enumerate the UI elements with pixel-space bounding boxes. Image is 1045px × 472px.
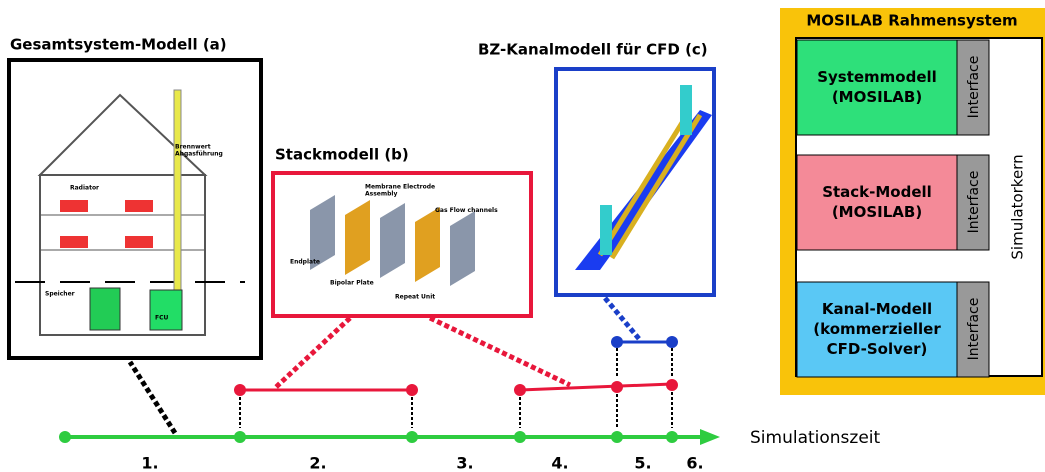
step-label: 5. [634, 454, 651, 472]
page: Gesamtsystem-Modell (a) BrennwertAbgasfü… [0, 0, 1045, 472]
stack-dot [234, 384, 246, 396]
cfd-dot [666, 336, 678, 348]
cfd-dot [611, 336, 623, 348]
stack-dot [406, 384, 418, 396]
interface-label: Interface [966, 171, 982, 234]
time-dot [234, 431, 246, 443]
time-dot [514, 431, 526, 443]
radiator [125, 236, 153, 248]
connector [275, 318, 350, 388]
stack-span [520, 384, 672, 390]
panel-title: Stackmodell (b) [275, 146, 409, 164]
framework-title: MOSILAB Rahmensystem [806, 12, 1017, 30]
label: Gas Flow channels [435, 207, 498, 214]
interface-label: Interface [966, 298, 982, 361]
stack-dot [611, 381, 623, 393]
step-label: 6. [686, 454, 703, 472]
diagram: Gesamtsystem-Modell (a) BrennwertAbgasfü… [0, 0, 1045, 472]
time-dot [406, 431, 418, 443]
label: Repeat Unit [395, 294, 435, 301]
radiator [60, 236, 88, 248]
stack-dot [666, 379, 678, 391]
time-dot [666, 431, 678, 443]
flue [174, 90, 181, 310]
label: Speicher [45, 291, 75, 298]
panel-title: BZ-Kanalmodell für CFD (c) [478, 41, 708, 59]
step-label: 1. [141, 454, 158, 472]
step-label: 4. [551, 454, 568, 472]
time-dot [611, 431, 623, 443]
step-label: 2. [309, 454, 326, 472]
interface-label: Interface [966, 56, 982, 119]
inlet [600, 205, 612, 255]
time-dot [59, 431, 71, 443]
core-label: Simulatorkern [1009, 154, 1027, 259]
panel-title: Gesamtsystem-Modell (a) [10, 36, 227, 54]
axis-label: Simulationszeit [750, 428, 881, 448]
modules: InterfaceSystemmodell(MOSILAB)InterfaceS… [797, 40, 989, 377]
fcu [150, 290, 182, 330]
radiator [125, 200, 153, 212]
radiator [60, 200, 88, 212]
inlet [680, 85, 692, 135]
label: FCU [155, 315, 169, 322]
connector [430, 318, 570, 385]
step-label: 3. [456, 454, 473, 472]
connector [605, 298, 640, 340]
storage [90, 288, 120, 330]
connector [130, 362, 175, 433]
time-arrow [700, 429, 720, 445]
label: Radiator [70, 185, 99, 192]
stack-dot [514, 384, 526, 396]
label: Endplate [290, 259, 320, 266]
label: Bipolar Plate [330, 280, 374, 287]
